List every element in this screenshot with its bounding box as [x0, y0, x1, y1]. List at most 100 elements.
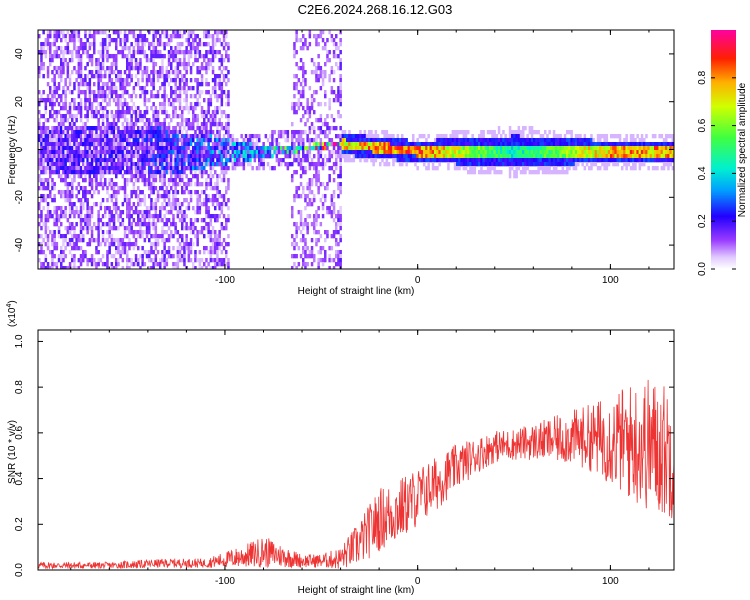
spectrogram-cell: [304, 198, 307, 203]
spectrogram-cell: [449, 142, 452, 147]
spectrogram-cell: [71, 150, 74, 155]
spectrogram-cell: [207, 198, 210, 203]
spectrogram-cell: [119, 70, 122, 75]
spectrogram-cell: [196, 86, 199, 91]
spectrogram-cell: [42, 262, 45, 267]
spectrogram-cell: [66, 198, 70, 203]
spectrogram-cell: [200, 170, 204, 175]
spectrogram-cell: [172, 58, 175, 63]
spectrogram-cell: [90, 114, 94, 119]
spectrogram-cell: [330, 202, 334, 207]
spectrogram-cell: [132, 202, 136, 207]
spectrogram-cell: [110, 86, 114, 91]
spectrogram-cell: [86, 222, 89, 227]
spectrogram-cell: [163, 254, 166, 259]
spectrogram-cell: [462, 158, 466, 163]
spectrogram-cell: [185, 234, 188, 239]
spectrogram-cell: [62, 122, 65, 127]
spectrogram-cell: [126, 78, 129, 83]
spectrogram-cell: [117, 34, 120, 39]
spectrogram-cell: [178, 174, 182, 179]
spectrogram-cell: [214, 150, 217, 155]
spectrogram-cell: [451, 138, 455, 143]
spectrogram-cell: [141, 210, 144, 215]
spectrogram-cell: [66, 138, 70, 143]
spectrogram-cell: [535, 162, 538, 167]
spectrogram-cell: [167, 178, 171, 183]
spectrogram-cell: [139, 30, 142, 35]
spectrogram-cell: [374, 150, 378, 155]
spectrogram-cell: [77, 162, 81, 167]
spectrogram-cell: [112, 138, 116, 143]
spectrogram-cell: [104, 170, 107, 175]
spectrogram-cell: [339, 250, 342, 255]
spectrogram-cell: [154, 254, 158, 259]
spectrogram-cell: [200, 258, 204, 263]
spectrogram-cell: [385, 162, 389, 167]
spectrogram-cell: [134, 122, 138, 127]
spectrogram-cell: [170, 186, 173, 191]
spectrogram-cell: [53, 186, 56, 191]
spectrogram-cell: [38, 102, 41, 107]
spectrogram-cell: [161, 58, 164, 63]
spectrogram-cell: [352, 134, 356, 139]
spectrogram-cell: [187, 58, 191, 63]
spectrogram-cell: [132, 126, 136, 131]
spectrogram-cell: [64, 62, 67, 67]
spectrogram-cell: [198, 38, 202, 43]
spectrogram-cell: [152, 54, 155, 59]
spectrogram-cell: [339, 162, 342, 167]
spectrogram-cell: [541, 154, 545, 159]
spectrogram-cell: [145, 210, 149, 215]
spectrogram-cell: [134, 150, 138, 155]
spectrogram-cell: [90, 90, 94, 95]
spectrogram-cell: [123, 142, 127, 147]
spectrogram-cell: [99, 182, 103, 187]
spectrogram-cell: [211, 154, 215, 159]
spectrogram-cell: [93, 154, 96, 159]
spectrogram-cell: [203, 198, 206, 203]
spectrogram-cell: [295, 194, 298, 199]
spectrogram-cell: [181, 106, 184, 111]
spectrogram-cell: [170, 66, 173, 71]
spectrogram-cell: [73, 246, 76, 251]
spectrogram-cell: [66, 146, 70, 151]
spectrogram-cell: [260, 150, 263, 155]
spectrogram-cell: [159, 142, 162, 147]
spectrogram-cell: [60, 78, 63, 83]
spectrogram-cell: [106, 110, 109, 115]
spectrogram-cell: [90, 206, 94, 211]
spectrogram-cell: [106, 130, 109, 135]
spectrogram-cell: [187, 126, 191, 131]
spectrogram-cell: [233, 146, 237, 151]
spectrogram-cell: [163, 150, 166, 155]
spectrogram-cell: [132, 50, 136, 55]
spectrogram-cell: [269, 134, 272, 139]
spectrogram-cell: [132, 262, 136, 267]
spectrogram-cell: [218, 66, 221, 71]
spectrogram-cell: [447, 138, 450, 143]
spectrogram-cell: [211, 34, 215, 39]
spectrogram-cell: [104, 130, 107, 135]
spectrogram-cell: [568, 154, 571, 159]
spectrogram-cell: [75, 138, 78, 143]
spectrogram-cell: [458, 166, 461, 171]
spectrogram-cell: [154, 210, 158, 215]
spectrogram-cell: [225, 218, 228, 223]
spectrogram-cell: [46, 202, 50, 207]
spectrogram-cell: [134, 106, 138, 111]
spectrogram-cell: [339, 138, 342, 143]
spectrogram-cell: [319, 258, 323, 263]
spectrogram-cell: [561, 158, 565, 163]
spectrogram-cell: [73, 266, 76, 269]
spectrogram-cell: [121, 202, 125, 207]
spectrogram-cell: [108, 166, 111, 171]
spectrogram-cell: [137, 66, 140, 71]
spectrogram-cell: [535, 130, 538, 135]
spectrogram-cell: [152, 154, 155, 159]
spectrogram-cell: [141, 78, 144, 83]
spectrogram-cell: [44, 134, 48, 139]
spectrogram-cell: [51, 162, 54, 167]
spectrogram-cell: [313, 230, 316, 235]
spectrogram-cell: [291, 146, 294, 151]
